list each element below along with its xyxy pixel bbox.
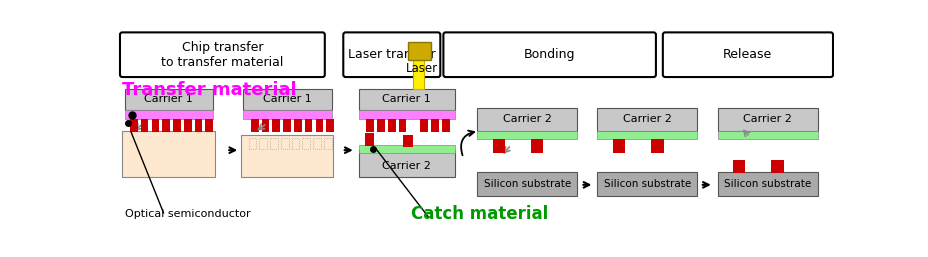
Bar <box>280 138 289 149</box>
Bar <box>195 120 202 132</box>
Bar <box>597 108 697 131</box>
Bar <box>124 89 213 110</box>
Bar <box>442 120 449 132</box>
Bar <box>398 120 406 132</box>
Bar <box>388 120 395 132</box>
Bar <box>184 120 191 132</box>
Text: Carrier 2: Carrier 2 <box>742 114 792 124</box>
Bar <box>173 120 181 132</box>
Text: Laser: Laser <box>406 62 437 75</box>
Bar <box>419 120 428 132</box>
Bar <box>365 133 374 145</box>
Bar <box>597 131 697 139</box>
Bar <box>141 120 148 132</box>
Bar <box>293 120 302 132</box>
Bar <box>492 139 505 152</box>
Text: Catch material: Catch material <box>410 205 548 223</box>
Bar <box>313 138 320 149</box>
Text: Carrier 2: Carrier 2 <box>502 114 551 124</box>
Bar <box>124 110 213 120</box>
Bar <box>403 135 412 147</box>
Bar <box>477 131 576 139</box>
FancyBboxPatch shape <box>343 32 440 77</box>
Bar <box>358 89 455 110</box>
Bar <box>366 120 374 132</box>
Bar <box>324 138 331 149</box>
Bar <box>358 145 455 152</box>
Bar <box>716 131 817 139</box>
Bar <box>326 120 334 132</box>
Bar <box>407 42 431 60</box>
Text: Bonding: Bonding <box>523 48 574 61</box>
Bar <box>262 120 269 132</box>
Bar <box>122 131 214 177</box>
Bar <box>612 139 625 152</box>
FancyBboxPatch shape <box>120 32 325 77</box>
Bar <box>243 89 331 110</box>
Text: Carrier 1: Carrier 1 <box>381 94 431 104</box>
Text: Carrier 1: Carrier 1 <box>144 94 193 104</box>
Bar <box>205 120 213 132</box>
Bar <box>162 120 170 132</box>
Bar <box>770 160 783 172</box>
Bar <box>316 120 323 132</box>
Bar <box>251 120 258 132</box>
FancyBboxPatch shape <box>443 32 655 77</box>
Bar <box>431 120 438 132</box>
Bar <box>283 120 290 132</box>
Bar <box>597 172 697 196</box>
Text: Silicon substrate: Silicon substrate <box>483 179 571 189</box>
Bar <box>531 139 543 152</box>
Bar <box>249 138 256 149</box>
Bar <box>270 138 277 149</box>
Bar <box>291 138 299 149</box>
Bar <box>243 110 331 120</box>
Text: Silicon substrate: Silicon substrate <box>723 179 810 189</box>
Text: Chip transfer
to transfer material: Chip transfer to transfer material <box>161 41 283 69</box>
Text: Carrier 1: Carrier 1 <box>263 94 311 104</box>
Bar <box>477 108 576 131</box>
Bar <box>651 139 663 152</box>
Bar <box>732 160 744 172</box>
Bar <box>151 120 159 132</box>
FancyBboxPatch shape <box>662 32 832 77</box>
Bar <box>240 135 333 177</box>
Bar <box>377 120 384 132</box>
Bar <box>716 172 817 196</box>
Bar <box>304 120 312 132</box>
Bar <box>477 172 576 196</box>
Text: Optical semiconductor: Optical semiconductor <box>124 209 250 219</box>
Text: Laser transfer: Laser transfer <box>348 48 435 61</box>
Bar <box>716 108 817 131</box>
Bar <box>272 120 280 132</box>
Text: Carrier 2: Carrier 2 <box>381 161 431 171</box>
Text: Transfer material: Transfer material <box>122 81 297 99</box>
Text: Carrier 2: Carrier 2 <box>623 114 671 124</box>
Bar <box>358 110 455 120</box>
Text: Silicon substrate: Silicon substrate <box>603 179 690 189</box>
Bar <box>413 52 424 89</box>
Bar <box>259 138 266 149</box>
Bar <box>130 120 137 132</box>
Bar <box>303 138 310 149</box>
Text: Release: Release <box>722 48 771 61</box>
Bar <box>358 150 455 177</box>
